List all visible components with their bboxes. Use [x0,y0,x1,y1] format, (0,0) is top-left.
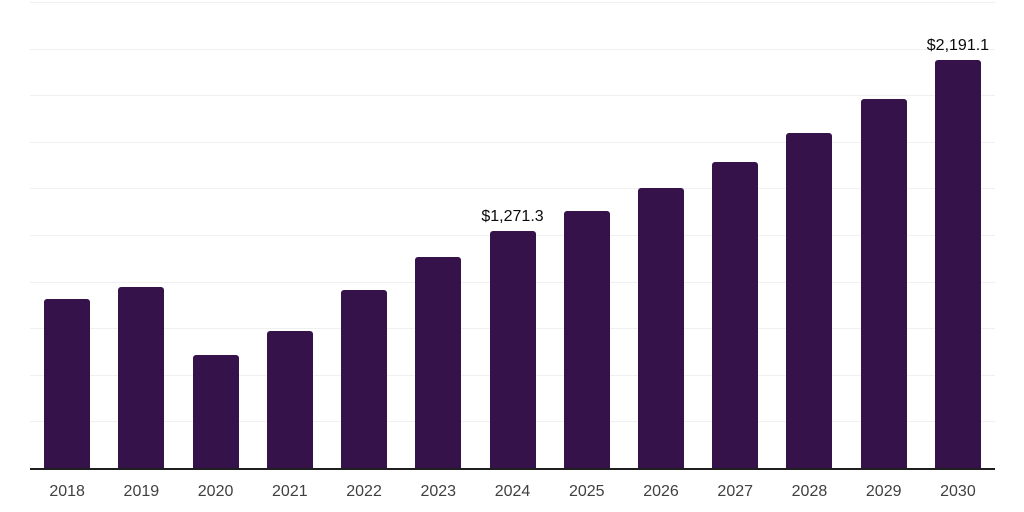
bar-column-2021 [253,2,327,468]
x-tick-2022: 2022 [346,483,382,500]
bar-column-2023 [401,2,475,468]
x-tick-2027: 2027 [717,483,754,500]
x-tick-2024: 2024 [494,483,531,500]
bar-2029 [860,98,907,468]
gridline-1500 [30,188,995,190]
bar-2030 [934,59,981,468]
bar-2028 [786,132,833,468]
value-label-2024: $1,271.3 [481,208,544,226]
bar-2025 [563,211,610,468]
plot-area: $1,271.3 $2,191.1 [30,2,995,470]
gridline-1750 [30,141,995,143]
bar-2021 [266,331,313,468]
x-tick-2026: 2026 [643,483,679,500]
bar-column-2029 [847,2,921,468]
bar-column-2018 [30,2,104,468]
x-tick-2020: 2020 [197,483,234,500]
bar-2020 [192,354,239,468]
bar-2026 [637,188,684,468]
bar-column-2027 [698,2,772,468]
x-tick-2028: 2028 [791,483,828,500]
bar-2019 [118,286,165,468]
gridline-2250 [30,48,995,50]
value-label-2030: $2,191.1 [926,36,990,54]
bar-column-2030: $2,191.1 [921,2,995,468]
bar-column-2024: $1,271.3 [475,2,549,468]
bar-column-2020 [178,2,252,468]
bar-column-2025 [550,2,624,468]
bars-row: $1,271.3 $2,191.1 [30,2,995,468]
x-tick-2030: 2030 [940,483,976,500]
bar-2018 [44,299,91,468]
bar-column-2022 [327,2,401,468]
x-tick-2021: 2021 [272,483,308,500]
gridline-2500 [30,2,995,3]
x-axis-labels: 2018 2019 2020 2021 2022 2023 2024 2025 2026 2027… [30,482,995,502]
bar-column-2026 [624,2,698,468]
bar-2027 [712,162,759,468]
x-tick-2019: 2019 [123,483,160,500]
bar-column-2028 [772,2,846,468]
bar-2023 [415,257,462,468]
x-tick-2018: 2018 [49,483,85,500]
bar-2024 [489,231,536,468]
gridline-2000 [30,95,995,97]
x-tick-2029: 2029 [865,483,902,500]
bar-2022 [341,290,388,468]
bar-column-2019 [104,2,178,468]
x-tick-2025: 2025 [568,483,605,500]
x-tick-2023: 2023 [420,483,457,500]
